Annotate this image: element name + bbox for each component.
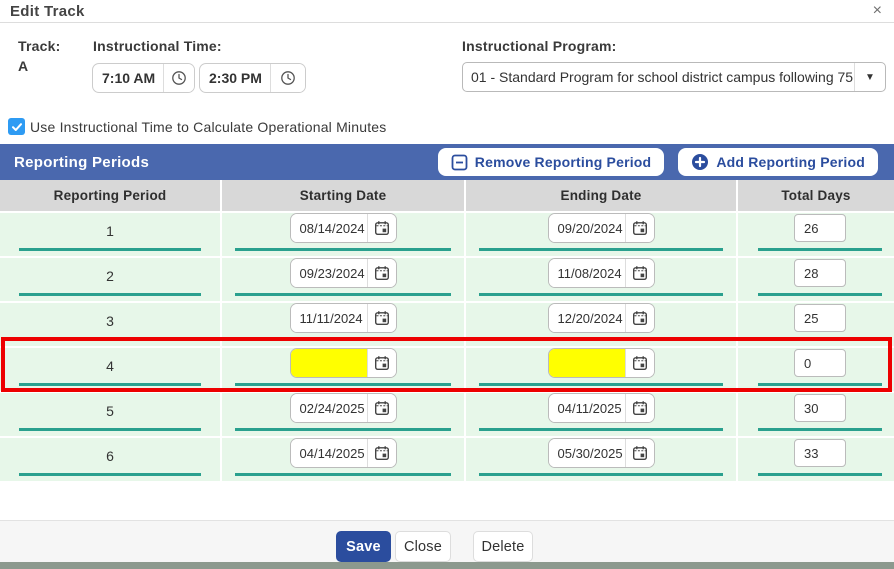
end-time-group (199, 63, 306, 93)
table-row: 2 (0, 258, 894, 301)
table-row: 3 (0, 303, 894, 346)
reporting-periods-title: Reporting Periods (14, 153, 150, 171)
reporting-period-number: 2 (19, 268, 201, 296)
starting-date-group (289, 258, 397, 288)
ending-date-input[interactable] (548, 394, 625, 422)
save-button[interactable]: Save (336, 531, 391, 562)
starting-date-group (289, 393, 397, 423)
end-time-input[interactable] (200, 64, 270, 92)
ending-date-group (547, 303, 655, 333)
column-header-ending-date: Ending Date (466, 180, 736, 211)
column-header-reporting-period: Reporting Period (0, 180, 220, 211)
starting-date-group (289, 348, 397, 378)
ending-date-group (547, 393, 655, 423)
reporting-periods-bar: Reporting Periods Remove Reporting Perio… (0, 144, 894, 180)
reporting-period-number: 4 (19, 358, 201, 386)
calendar-icon[interactable] (366, 439, 396, 467)
ending-date-input[interactable] (548, 259, 625, 287)
column-header-total-days: Total Days (738, 180, 894, 211)
use-instructional-time-checkbox[interactable] (8, 118, 25, 135)
ending-date-group (547, 348, 655, 378)
total-days-input[interactable] (794, 349, 846, 377)
calendar-icon[interactable] (624, 304, 654, 332)
track-label: Track: (18, 38, 61, 54)
chevron-down-icon: ▼ (854, 63, 885, 91)
total-days-input[interactable] (794, 214, 846, 242)
table-row: 1 (0, 213, 894, 256)
starting-date-input[interactable] (290, 259, 367, 287)
bottom-strip (0, 562, 894, 569)
close-button[interactable]: Close (395, 531, 451, 562)
ending-date-group (547, 438, 655, 468)
start-time-group (92, 63, 195, 93)
delete-button[interactable]: Delete (473, 531, 533, 562)
instructional-program-value: 01 - Standard Program for school distric… (471, 69, 854, 85)
remove-reporting-period-button[interactable]: Remove Reporting Period (437, 148, 665, 176)
ending-date-input[interactable] (548, 349, 625, 377)
starting-date-group (289, 303, 397, 333)
start-time-input[interactable] (93, 64, 163, 92)
ending-date-group (547, 213, 655, 243)
calendar-icon[interactable] (366, 259, 396, 287)
calendar-icon[interactable] (624, 214, 654, 242)
calendar-icon[interactable] (624, 259, 654, 287)
starting-date-input[interactable] (290, 349, 367, 377)
reporting-period-number: 3 (19, 313, 201, 341)
total-days-input[interactable] (794, 394, 846, 422)
clock-icon[interactable] (163, 64, 194, 92)
calendar-icon[interactable] (366, 394, 396, 422)
dialog-titlebar: Edit Track × (0, 0, 894, 23)
calendar-icon[interactable] (366, 304, 396, 332)
calendar-icon[interactable] (624, 394, 654, 422)
reporting-period-number: 6 (19, 448, 201, 476)
ending-date-input[interactable] (548, 214, 625, 242)
add-reporting-period-button[interactable]: Add Reporting Period (678, 148, 878, 176)
total-days-input[interactable] (794, 259, 846, 287)
instructional-program-label: Instructional Program: (462, 38, 617, 54)
minus-square-icon (451, 154, 468, 171)
starting-date-group (289, 213, 397, 243)
starting-date-input[interactable] (290, 394, 367, 422)
reporting-period-number: 1 (19, 223, 201, 251)
checkmark-icon (11, 122, 22, 131)
ending-date-input[interactable] (548, 439, 625, 467)
use-instructional-time-label: Use Instructional Time to Calculate Oper… (30, 118, 387, 135)
reporting-period-number: 5 (19, 403, 201, 431)
instructional-time-label: Instructional Time: (93, 38, 222, 54)
total-days-input[interactable] (794, 304, 846, 332)
calendar-icon[interactable] (366, 214, 396, 242)
calendar-icon[interactable] (624, 439, 654, 467)
use-instructional-time-row: Use Instructional Time to Calculate Oper… (8, 118, 387, 135)
dialog-footer: Save Close Delete (0, 520, 894, 562)
starting-date-input[interactable] (290, 304, 367, 332)
total-days-input[interactable] (794, 439, 846, 467)
ending-date-group (547, 258, 655, 288)
table-row: 4 (0, 348, 894, 391)
starting-date-input[interactable] (290, 439, 367, 467)
clock-icon[interactable] (270, 64, 305, 92)
plus-circle-icon (691, 153, 709, 171)
ending-date-input[interactable] (548, 304, 625, 332)
reporting-periods-table: Reporting Period Starting Date Ending Da… (0, 180, 894, 483)
table-row: 6 (0, 438, 894, 481)
starting-date-group (289, 438, 397, 468)
table-row: 5 (0, 393, 894, 436)
calendar-icon[interactable] (624, 349, 654, 377)
instructional-program-select[interactable]: 01 - Standard Program for school distric… (462, 62, 886, 92)
table-header-row: Reporting Period Starting Date Ending Da… (0, 180, 894, 211)
reporting-periods-rows: 1 (0, 213, 894, 481)
close-icon[interactable]: × (872, 2, 882, 19)
column-header-starting-date: Starting Date (222, 180, 464, 211)
starting-date-input[interactable] (290, 214, 367, 242)
calendar-icon[interactable] (366, 349, 396, 377)
dialog-title: Edit Track (10, 3, 85, 20)
track-value: A (18, 58, 29, 74)
